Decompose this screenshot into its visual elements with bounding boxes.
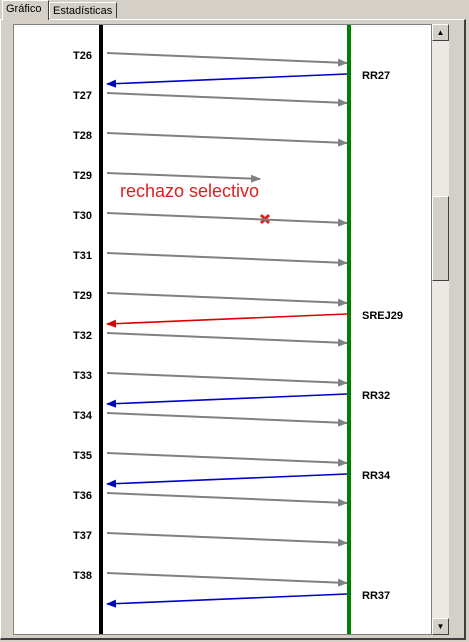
frame-arrow [106, 412, 348, 427]
diagram-viewport: rechazo selectivo T26 T27 T28 T29 T30 T31 T29 T… [13, 24, 432, 635]
frame-label: T33 [73, 370, 92, 382]
frame-arrow [106, 252, 348, 267]
vertical-scrollbar[interactable]: ▲ ▼ [432, 24, 449, 635]
sequence-diagram: rechazo selectivo T26 T27 T28 T29 T30 T31 T29 T… [73, 25, 403, 634]
frame-label: T37 [73, 530, 92, 542]
response-label: RR32 [362, 390, 390, 402]
frame-label: T29 [73, 170, 92, 182]
frame-arrow [106, 492, 348, 507]
frame-label: T32 [73, 330, 92, 342]
ack-arrow [106, 393, 348, 408]
frame-label: T30 [73, 210, 92, 222]
frame-arrow [106, 92, 348, 107]
tab-panel [0, 19, 466, 640]
arrow-down-icon: ▼ [436, 622, 445, 631]
ack-arrow [106, 593, 348, 608]
frame-label: T28 [73, 130, 92, 142]
ack-arrow [106, 473, 348, 488]
frame-arrow [106, 292, 348, 307]
response-label: RR34 [362, 470, 391, 482]
response-label: RR37 [362, 590, 390, 602]
frame-arrow [106, 452, 348, 467]
reject-arrow [106, 313, 348, 328]
scroll-down-button[interactable]: ▼ [432, 618, 449, 635]
frame-label: T29 [73, 290, 92, 302]
response-label: SREJ29 [362, 310, 403, 322]
frame-label: T31 [73, 250, 92, 262]
tab-strip: Gráfico Estadísticas [0, 0, 469, 20]
frame-label: T35 [73, 450, 92, 462]
frame-arrow-lost [106, 172, 261, 183]
frame-label: T38 [73, 570, 92, 582]
frame-arrow [106, 532, 348, 547]
ack-arrow [106, 73, 348, 88]
frame-label: T36 [73, 490, 92, 502]
frame-label: T27 [73, 90, 92, 102]
response-label: RR27 [362, 70, 390, 82]
frame-arrow [106, 52, 348, 67]
frame-arrow [106, 372, 348, 387]
frame-arrow [106, 332, 348, 347]
frame-arrow [106, 132, 348, 147]
scroll-up-button[interactable]: ▲ [432, 24, 449, 41]
frame-label: T26 [73, 50, 92, 62]
arrow-up-icon: ▲ [436, 28, 445, 37]
frame-arrow [106, 572, 348, 587]
annotation-rechazo-selectivo: rechazo selectivo [120, 181, 259, 201]
scroll-thumb[interactable] [432, 196, 449, 281]
frame-arrow [106, 212, 348, 227]
tab-estadisticas[interactable]: Estadísticas [49, 2, 117, 18]
tab-grafico[interactable]: Gráfico [2, 0, 49, 20]
frame-label: T34 [73, 410, 93, 422]
